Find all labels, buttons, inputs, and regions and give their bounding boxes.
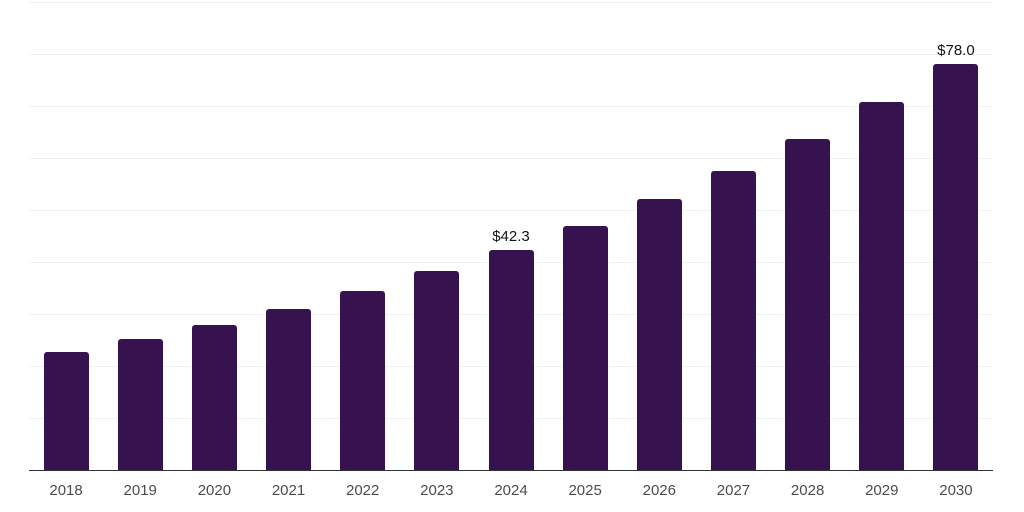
gridline bbox=[29, 106, 993, 107]
x-tick-label-2028: 2028 bbox=[790, 482, 825, 499]
bar-2029 bbox=[859, 101, 905, 470]
x-axis-line bbox=[29, 469, 993, 471]
bar-2023 bbox=[414, 271, 460, 470]
x-tick-label-2022: 2022 bbox=[346, 482, 380, 499]
x-tick-label-2030: 2030 bbox=[939, 482, 973, 499]
x-tick-label-2021: 2021 bbox=[271, 482, 306, 499]
x-tick-label-2019: 2019 bbox=[123, 482, 157, 499]
x-tick-label-2029: 2029 bbox=[865, 482, 899, 499]
bar-2021 bbox=[266, 308, 312, 470]
bar-2022 bbox=[340, 291, 386, 470]
bar-2018 bbox=[43, 351, 89, 470]
x-tick-label-2018: 2018 bbox=[49, 482, 83, 499]
bar-2025 bbox=[562, 226, 608, 470]
bar-2030 bbox=[933, 64, 979, 470]
gridline bbox=[29, 210, 993, 211]
x-tick-label-2026: 2026 bbox=[642, 482, 676, 499]
x-tick-label-2027: 2027 bbox=[716, 482, 751, 499]
gridline bbox=[29, 2, 993, 3]
bar-value-label-2024: $42.3 bbox=[492, 228, 530, 246]
bar-2020 bbox=[191, 324, 237, 470]
bar-2019 bbox=[117, 339, 163, 470]
bar-2027 bbox=[710, 171, 756, 470]
bar-2026 bbox=[636, 199, 682, 470]
x-tick-label-2025: 2025 bbox=[568, 482, 602, 499]
gridline bbox=[29, 54, 993, 55]
x-tick-label-2020: 2020 bbox=[197, 482, 232, 499]
x-tick-label-2024: 2024 bbox=[494, 482, 528, 499]
bar-2028 bbox=[785, 139, 831, 470]
bar-value-label-2030: $78.0 bbox=[937, 42, 975, 60]
x-tick-label-2023: 2023 bbox=[420, 482, 454, 499]
gridline bbox=[29, 158, 993, 159]
bar-2024 bbox=[488, 250, 534, 470]
